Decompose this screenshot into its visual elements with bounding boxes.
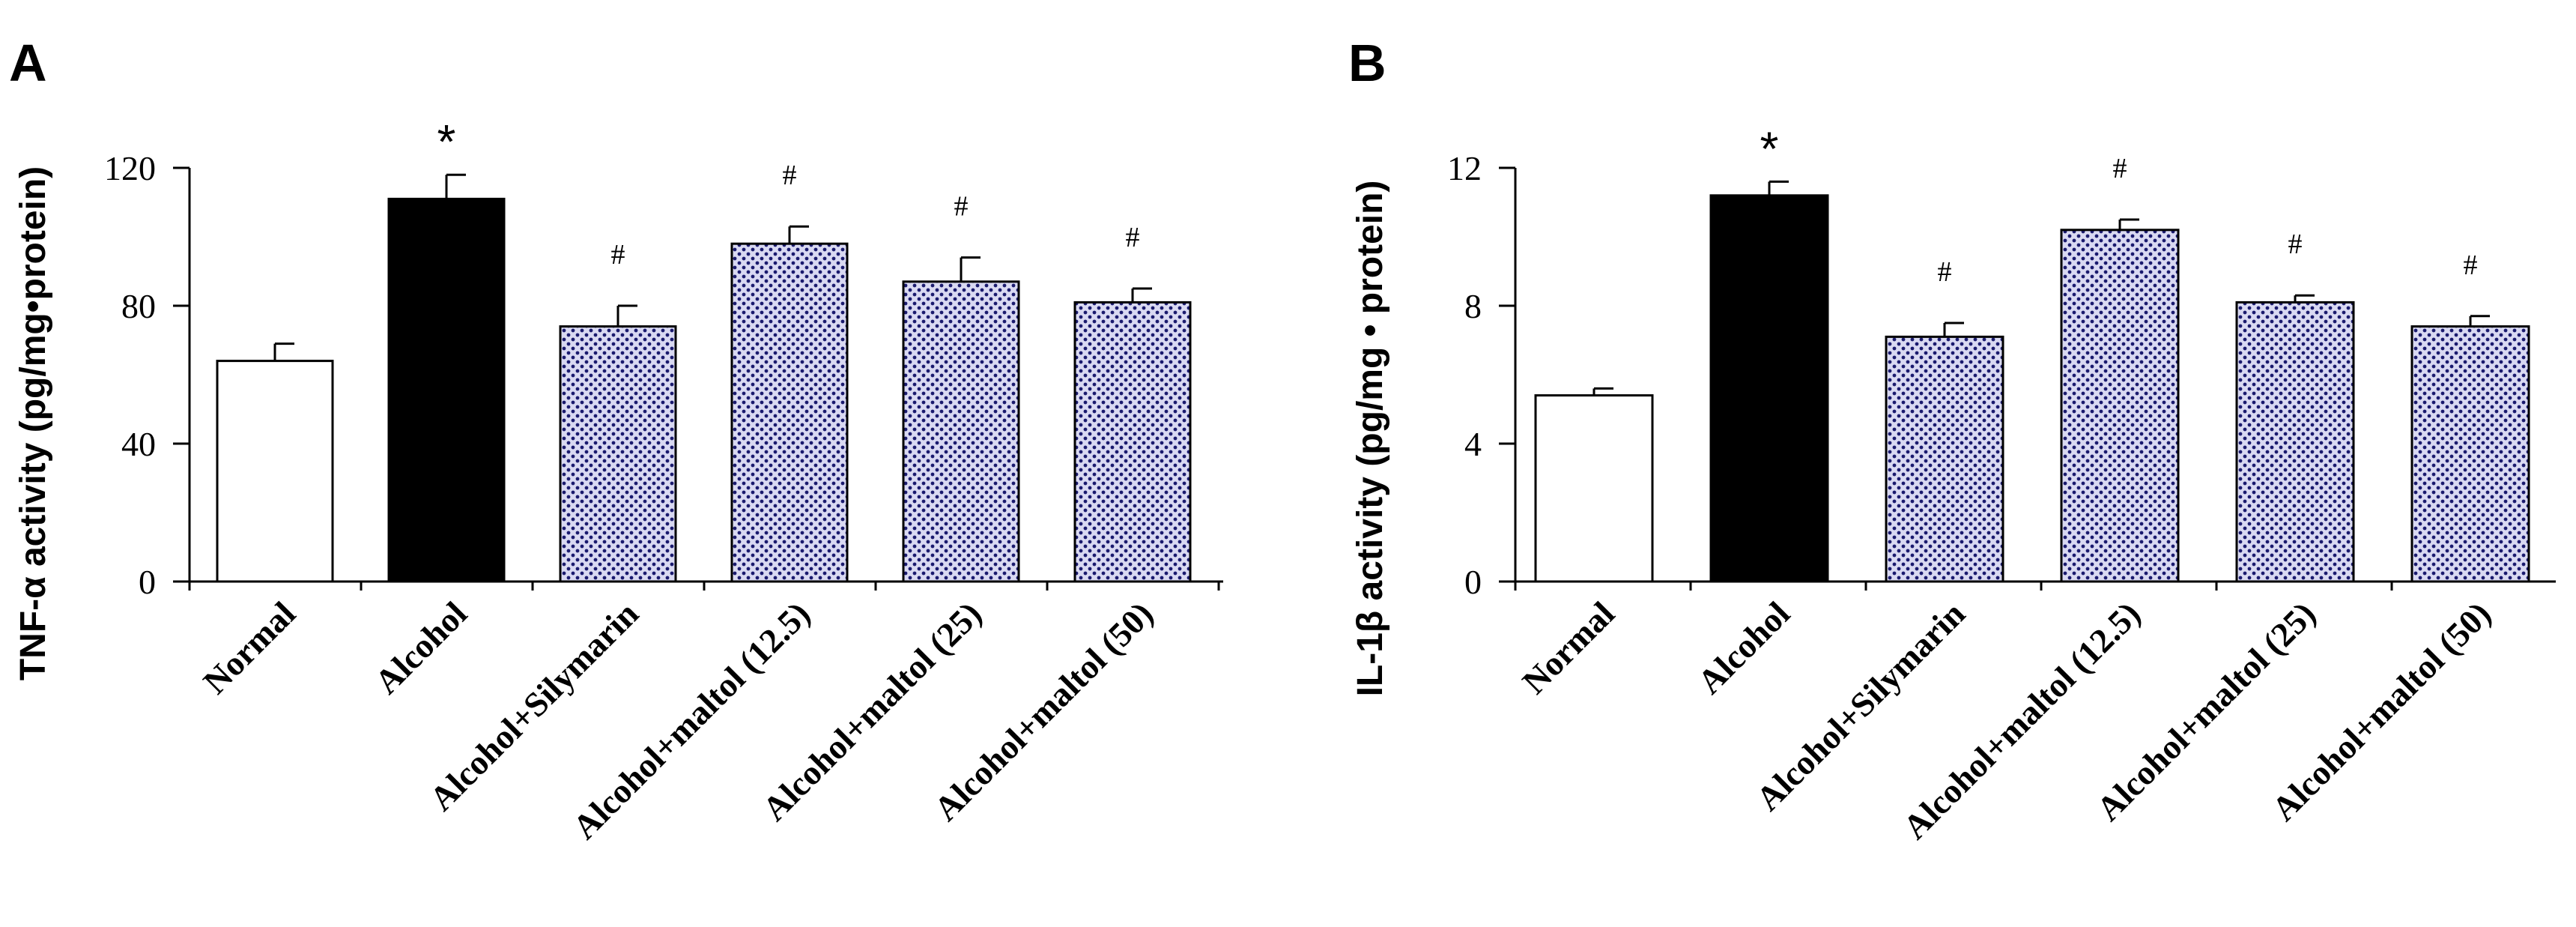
panel-b-plot: 04812Normal*Alcohol#Alcohol+Silymarin#Al… — [1447, 121, 2556, 846]
panel-b-bar-0 — [1534, 394, 1654, 583]
panel-a-bar-2 — [559, 325, 677, 583]
panel-b: B IL-1β activity (pg/mg • protein) 0 4 8 12… — [1348, 34, 2556, 846]
panel-a-significance-hash: # — [1126, 222, 1140, 253]
panel-b-bar-2 — [1885, 335, 2004, 583]
panel-a-y-tick-label: 80 — [121, 287, 156, 325]
panel-a: A TNF-α activity (pg/mg•protein) 0 40 80 12… — [9, 34, 1223, 846]
panel-a-bar-1 — [387, 197, 506, 583]
panel-a-bar-5 — [1073, 301, 1192, 583]
panel-b-y-tick-label: 8 — [1464, 287, 1482, 325]
panel-b-bar-1 — [1709, 194, 1829, 583]
panel-b-significance-hash: # — [1938, 256, 1952, 288]
panel-b-significance-hash: # — [2464, 250, 2478, 281]
panel-letter-a: A — [9, 34, 47, 92]
panel-b-category-label: Normal — [1515, 594, 1622, 701]
panel-a-category-label: Normal — [196, 594, 303, 701]
panel-a-significance-hash: # — [954, 191, 969, 223]
panel-a-y-tick-label: 40 — [121, 425, 156, 463]
panel-b-significance-hash: # — [2288, 229, 2303, 260]
panel-a-significance-hash: # — [783, 160, 797, 191]
panel-b-bar-5 — [2410, 325, 2530, 583]
panel-a-y-tick-label: 120 — [104, 149, 156, 187]
panel-b-significance-star: * — [1760, 121, 1779, 175]
panel-b-y-axis-label: IL-1β activity (pg/mg • protein) — [1351, 181, 1390, 697]
panel-b-bar-3 — [2060, 229, 2180, 583]
panel-a-bar-3 — [730, 242, 849, 583]
panel-b-y-tick-label: 12 — [1447, 149, 1482, 187]
panel-a-y-axis-label: TNF-α activity (pg/mg•protein) — [13, 166, 53, 680]
panel-a-y-tick-label: 0 — [139, 563, 156, 601]
panel-a-bar-0 — [216, 360, 334, 583]
panel-b-y-tick-label: 4 — [1464, 425, 1482, 463]
panel-a-plot: 04080120Normal*Alcohol#Alcohol+Silymarin… — [104, 115, 1223, 846]
panel-b-y-tick-label: 0 — [1464, 563, 1482, 601]
panel-letter-b: B — [1348, 34, 1387, 92]
panel-b-bar-4 — [2235, 301, 2355, 583]
panel-a-bar-4 — [902, 280, 1020, 583]
panel-a-significance-hash: # — [611, 239, 625, 271]
panel-a-significance-star: * — [437, 115, 456, 169]
panel-b-category-label: Alcohol — [1690, 594, 1797, 701]
panel-a-category-label: Alcohol — [367, 594, 474, 701]
panel-b-significance-hash: # — [2113, 153, 2127, 184]
